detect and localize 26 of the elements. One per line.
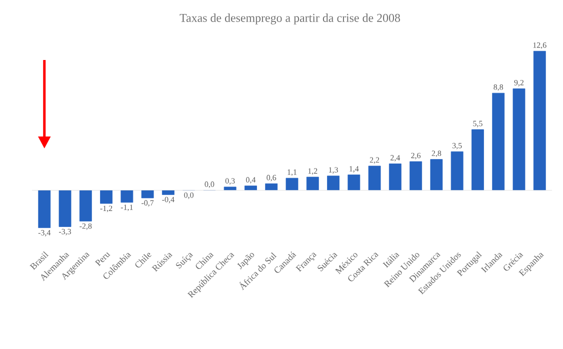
bar: [265, 183, 278, 190]
bar: [58, 190, 72, 227]
bar: [327, 176, 340, 190]
bar: [430, 159, 443, 190]
bar: [224, 186, 236, 190]
bar: [388, 164, 402, 190]
bar: [100, 190, 112, 204]
bar: [306, 176, 319, 190]
bar: [450, 151, 464, 190]
chart-title: Taxas de desemprego a partir da crise de 2008: [180, 14, 400, 24]
bar: [244, 186, 257, 190]
bar: [472, 129, 484, 190]
bar: [533, 50, 546, 190]
bar: [120, 190, 134, 203]
bar: [410, 161, 422, 190]
bar: [79, 190, 92, 222]
bar: [512, 88, 526, 190]
bar: [38, 190, 51, 228]
x-tick-label: Chile: [135, 252, 152, 268]
bar: [348, 174, 360, 190]
bar: [368, 166, 381, 190]
bar: [286, 178, 298, 190]
x-tick-label: Itália: [382, 253, 400, 268]
bar: [492, 92, 505, 190]
bar: [141, 190, 154, 198]
bar: [162, 190, 174, 195]
